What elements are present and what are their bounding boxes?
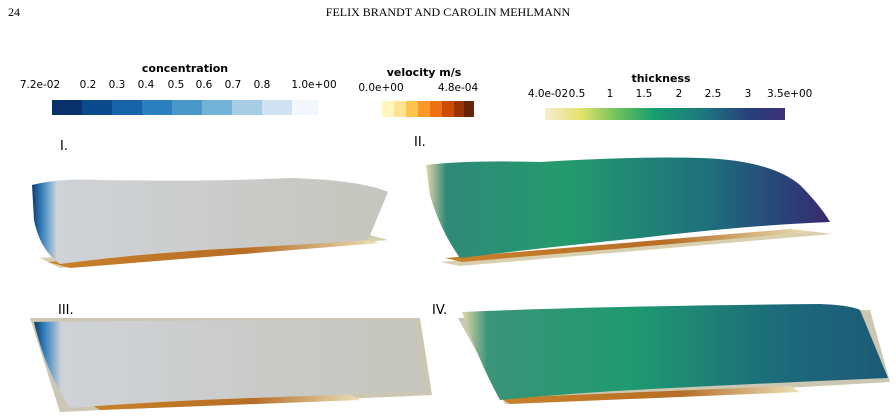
colorbar bbox=[382, 101, 474, 117]
surface-plot bbox=[426, 157, 832, 266]
tick-label: 2.5 bbox=[705, 88, 722, 100]
tick-label: 0.0e+00 bbox=[358, 82, 403, 94]
surface-plot bbox=[30, 318, 432, 412]
tick-label: 2 bbox=[676, 88, 683, 100]
tick-label: 1 bbox=[607, 88, 614, 100]
tick-label: 0.3 bbox=[109, 79, 126, 91]
panel-label: II. bbox=[414, 135, 426, 150]
colorbar bbox=[545, 108, 785, 120]
surface-plot bbox=[32, 178, 388, 268]
colorbar-title: velocity m/s bbox=[387, 66, 462, 79]
tick-label: 0.4 bbox=[138, 79, 155, 91]
tick-label: 0.5 bbox=[569, 88, 586, 100]
tick-label: 1.5 bbox=[636, 88, 653, 100]
colorbar-ticks: 4.0e-02 0.5 1 1.5 2 2.5 3 3.5e+00 bbox=[528, 88, 812, 100]
page-number: 24 bbox=[8, 5, 20, 19]
colorbar-ticks: 0.0e+00 4.8e-04 bbox=[358, 82, 478, 94]
colorbar-title: thickness bbox=[631, 72, 691, 85]
tick-label: 0.5 bbox=[168, 79, 185, 91]
tick-label: 4.8e-04 bbox=[438, 82, 479, 94]
panel-label: I. bbox=[60, 139, 68, 154]
running-title: FELIX BRANDT AND CAROLIN MEHLMANN bbox=[326, 5, 571, 19]
tick-label: 0.8 bbox=[254, 79, 271, 91]
tick-label: 1.0e+00 bbox=[291, 79, 336, 91]
tick-label: 3 bbox=[745, 88, 752, 100]
tick-label: 7.2e-02 bbox=[20, 79, 60, 91]
panel-label: III. bbox=[58, 303, 74, 318]
tick-label: 3.5e+00 bbox=[767, 88, 812, 100]
surface-plot bbox=[458, 304, 890, 404]
colorbar-ticks: 7.2e-02 0.2 0.3 0.4 0.5 0.6 0.7 0.8 1.0e… bbox=[20, 79, 337, 91]
tick-label: 0.2 bbox=[80, 79, 97, 91]
tick-label: 0.6 bbox=[196, 79, 213, 91]
colorbar-title: concentration bbox=[142, 62, 228, 75]
tick-label: 4.0e-02 bbox=[528, 88, 568, 100]
colorbar bbox=[52, 100, 318, 115]
panel-label: IV. bbox=[432, 303, 447, 318]
tick-label: 0.7 bbox=[225, 79, 242, 91]
